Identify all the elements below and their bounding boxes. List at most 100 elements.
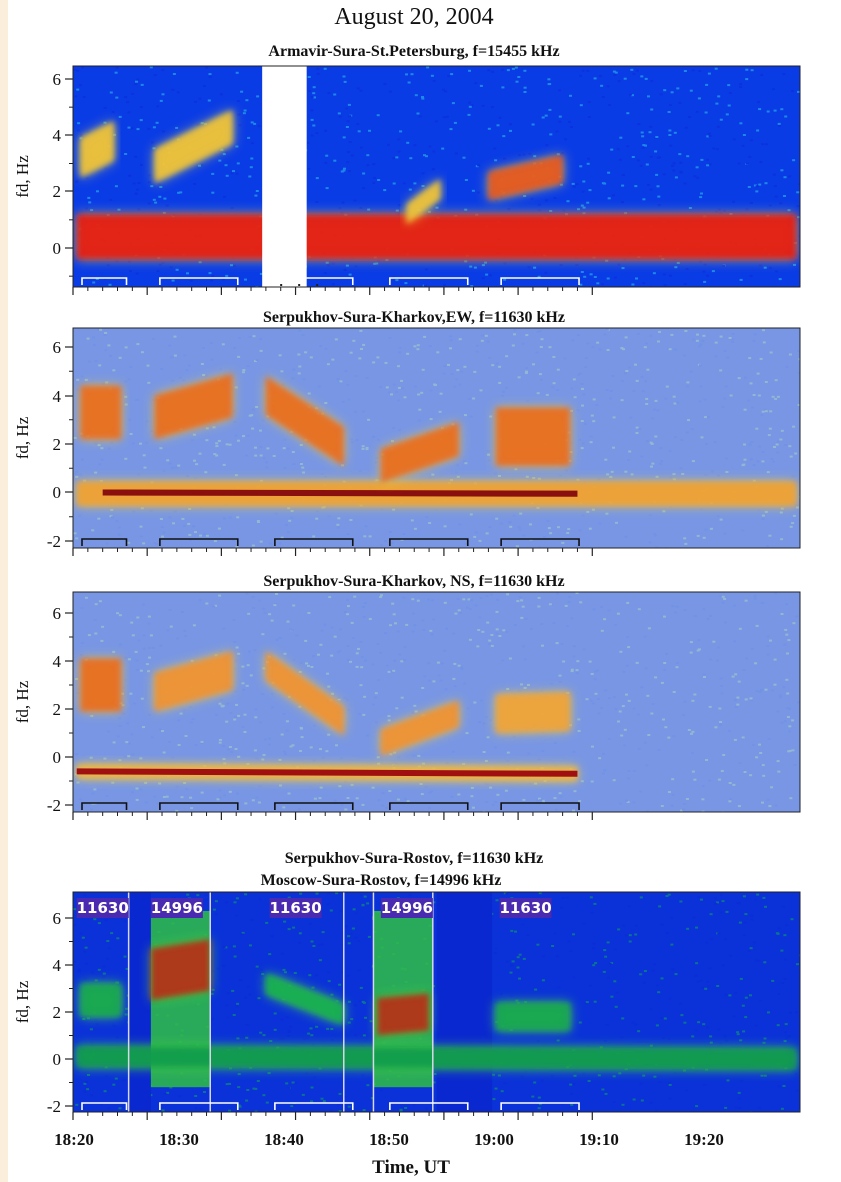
noise-speck xyxy=(134,155,138,158)
noise-speck xyxy=(634,185,638,188)
noise-speck xyxy=(254,708,258,711)
noise-speck xyxy=(604,458,608,461)
noise-speck xyxy=(537,203,541,206)
noise-speck xyxy=(741,1004,745,1007)
noise-speck xyxy=(115,520,119,523)
noise-speck xyxy=(560,643,564,645)
noise-speck xyxy=(381,792,385,794)
noise-speck xyxy=(682,354,686,357)
noise-speck xyxy=(310,1100,314,1103)
noise-speck xyxy=(572,1083,576,1086)
noise-speck xyxy=(151,141,154,144)
noise-speck xyxy=(523,91,527,93)
noise-speck xyxy=(213,540,217,543)
frequency-label: 11630 xyxy=(77,899,129,917)
noise-speck xyxy=(631,94,634,97)
noise-speck xyxy=(506,593,510,596)
noise-speck xyxy=(581,404,584,407)
noise-speck xyxy=(311,986,315,989)
x-tick-label: 19:20 xyxy=(684,1130,724,1149)
noise-speck xyxy=(649,334,653,337)
noise-speck xyxy=(773,109,777,112)
noise-speck xyxy=(704,528,708,531)
noise-speck xyxy=(643,346,647,349)
noise-speck xyxy=(724,938,727,941)
noise-speck xyxy=(349,519,353,521)
noise-speck xyxy=(750,918,754,921)
noise-speck xyxy=(83,977,87,980)
noise-speck xyxy=(336,523,340,526)
noise-speck xyxy=(245,1036,249,1039)
noise-speck xyxy=(74,95,78,98)
noise-speck xyxy=(701,785,705,788)
noise-speck xyxy=(186,893,190,896)
noise-speck xyxy=(435,206,439,209)
noise-speck xyxy=(241,931,245,934)
noise-speck xyxy=(738,921,742,924)
noise-speck xyxy=(315,517,319,520)
noise-speck xyxy=(637,479,641,482)
noise-speck xyxy=(160,526,164,529)
noise-speck xyxy=(290,516,294,519)
noise-speck xyxy=(104,332,108,334)
noise-speck xyxy=(257,125,261,128)
noise-speck xyxy=(716,125,720,128)
noise-speck xyxy=(778,694,782,697)
noise-speck xyxy=(109,515,113,518)
noise-speck xyxy=(760,414,764,417)
noise-speck xyxy=(788,353,792,356)
noise-speck xyxy=(387,719,391,722)
noise-speck xyxy=(537,596,541,599)
noise-speck xyxy=(83,1090,87,1093)
noise-speck xyxy=(159,186,163,188)
noise-speck xyxy=(392,157,396,160)
noise-speck xyxy=(650,442,654,445)
x-axis-label: Time, UT xyxy=(372,1157,450,1178)
noise-speck xyxy=(717,932,721,935)
noise-speck xyxy=(142,647,146,650)
noise-speck xyxy=(225,720,229,723)
noise-speck xyxy=(236,792,239,795)
noise-speck xyxy=(764,688,768,691)
noise-speck xyxy=(529,523,532,526)
noise-speck xyxy=(620,1036,624,1039)
noise-speck xyxy=(487,127,491,130)
noise-speck xyxy=(511,344,515,347)
noise-speck xyxy=(236,1002,240,1005)
noise-speck xyxy=(397,386,401,389)
noise-speck xyxy=(688,207,692,209)
noise-speck xyxy=(361,445,365,448)
noise-speck xyxy=(618,1072,622,1075)
noise-speck xyxy=(157,183,161,186)
noise-speck xyxy=(361,803,365,806)
noise-speck xyxy=(226,702,230,705)
noise-speck xyxy=(455,378,459,381)
noise-speck xyxy=(316,67,320,70)
noise-speck xyxy=(668,1082,672,1085)
noise-speck xyxy=(170,356,174,359)
noise-speck xyxy=(728,782,732,784)
signal-trace xyxy=(102,489,578,497)
noise-speck xyxy=(668,997,672,1000)
noise-speck xyxy=(523,658,527,661)
noise-speck xyxy=(233,715,237,718)
noise-speck xyxy=(763,408,767,411)
noise-speck xyxy=(354,265,358,268)
noise-speck xyxy=(573,1074,577,1077)
noise-speck xyxy=(513,333,516,336)
noise-speck xyxy=(741,144,745,147)
noise-speck xyxy=(251,544,255,547)
noise-speck xyxy=(565,896,569,899)
noise-speck xyxy=(624,336,628,339)
noise-speck xyxy=(79,134,83,137)
noise-speck xyxy=(159,99,163,102)
noise-speck xyxy=(719,1042,722,1045)
noise-speck xyxy=(171,379,175,382)
noise-speck xyxy=(204,374,208,377)
noise-speck xyxy=(768,266,772,269)
noise-speck xyxy=(354,375,358,378)
noise-speck xyxy=(665,895,669,897)
noise-speck xyxy=(541,799,545,802)
noise-speck xyxy=(233,901,237,904)
noise-speck xyxy=(648,541,652,544)
